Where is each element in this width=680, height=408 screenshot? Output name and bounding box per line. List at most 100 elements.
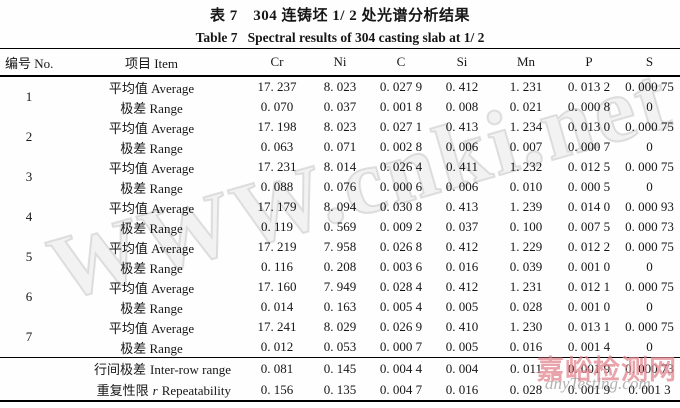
value-cell: 0. 012 2 [567, 239, 611, 254]
value-cell: 0. 001 9 [567, 360, 611, 376]
value-cell: 0. 026 9 [379, 319, 423, 334]
value-cell: 0. 007 [509, 139, 543, 154]
row-label-average: 平均值 Average [108, 200, 195, 216]
value-cell: 17. 237 [257, 79, 297, 94]
row-label-range: 极差 Range [120, 340, 183, 356]
table-row: 3 平均值 Average 17. 231 8. 014 0. 026 4 0. 411 1… [0, 157, 680, 184]
table-row: 极差 Range 0. 088 0. 076 0. 000 6 0. 006 0. 010… [0, 177, 680, 197]
value-cell: 0. 412 [445, 279, 479, 294]
row-label-range: 极差 Range [120, 140, 183, 156]
row-number: 3 [25, 169, 33, 184]
table-row: 6 平均值 Average 17. 160 7. 949 0. 028 4 0. 412 1… [0, 277, 680, 304]
table-body: 1 平均值 Average 17. 237 8. 023 0. 027 9 0. 412 1… [0, 76, 680, 358]
table-footer-row: 行间极差 Inter-row range 0. 081 0. 145 0. 004 4 0… [0, 358, 680, 380]
value-cell: 0. 026 8 [379, 239, 423, 254]
value-cell: 0. 413 [445, 199, 479, 214]
value-cell: 17. 231 [257, 159, 297, 174]
value-cell: 0. 004 7 [379, 381, 423, 397]
value-cell: 0. 016 [445, 259, 479, 274]
footer-row-label: 重复性限 r Repeatability [0, 379, 245, 401]
table-footer-row: 重复性限 r Repeatability 0. 156 0. 135 0. 004 7 0.… [0, 379, 680, 401]
value-cell: 0 [646, 179, 653, 194]
table-row: 极差 Range 0. 014 0. 163 0. 005 4 0. 005 0. 028… [0, 297, 680, 317]
row-label-average: 平均值 Average [108, 120, 195, 136]
value-cell: 0. 010 [509, 179, 543, 194]
value-cell: 0. 410 [445, 319, 479, 334]
table-row: 极差 Range 0. 012 0. 053 0. 000 7 0. 005 0. 016… [0, 337, 680, 358]
table-title-zh: 表 7 304 连铸坯 1/ 2 处光谱分析结果 [210, 8, 470, 24]
value-cell: 0. 016 [509, 339, 543, 354]
value-cell: 0. 001 3 [628, 381, 671, 397]
value-cell: 0. 012 1 [567, 279, 611, 294]
value-cell: 0. 000 8 [567, 99, 611, 114]
col-header-item: 项目 Item [124, 55, 179, 71]
value-cell: 0. 039 [509, 259, 543, 274]
value-cell: 0. 081 [260, 360, 294, 376]
value-cell: 0 [646, 139, 653, 154]
value-cell: 1. 234 [509, 119, 543, 134]
col-header-no: 编号 No. [5, 55, 54, 71]
row-number: 5 [25, 249, 33, 264]
table-row: 极差 Range 0. 063 0. 071 0. 002 8 0. 006 0. 007… [0, 137, 680, 157]
value-cell: 0. 000 73 [625, 219, 674, 234]
value-cell: 0. 013 2 [567, 79, 611, 94]
value-cell: 0. 071 [323, 139, 357, 154]
spectral-results-table: 编号 No. 项目 Item Cr Ni C Si Mn P S 1 平均值 Av… [0, 48, 680, 402]
value-cell: 0. 156 [260, 381, 294, 397]
row-label-range: 极差 Range [120, 300, 183, 316]
value-cell: 0 [646, 339, 653, 354]
value-cell: 0. 000 7 [567, 139, 611, 154]
value-cell: 0. 100 [509, 219, 543, 234]
value-cell: 0. 030 8 [379, 199, 423, 214]
row-label-average: 平均值 Average [108, 320, 195, 336]
value-cell: 0. 027 9 [379, 79, 423, 94]
row-label-range: 极差 Range [120, 180, 183, 196]
value-cell: 0. 119 [260, 219, 294, 234]
table-row: 7 平均值 Average 17. 241 8. 029 0. 026 9 0. 410 1… [0, 317, 680, 344]
value-cell: 0. 028 [509, 381, 543, 397]
table-header: 编号 No. 项目 Item Cr Ni C Si Mn P S [0, 49, 680, 76]
value-cell: 0. 016 [445, 381, 479, 397]
value-cell: 0. 412 [445, 79, 479, 94]
value-cell: 0. 412 [445, 239, 479, 254]
value-cell: 0. 000 75 [625, 319, 674, 334]
value-cell: 0. 076 [323, 179, 357, 194]
value-cell: 0. 000 75 [625, 159, 674, 174]
value-cell: 0. 000 7 [379, 339, 423, 354]
footer-row-label: 行间极差 Inter-row range [0, 358, 245, 380]
row-number: 6 [25, 289, 33, 304]
footer-label-en: Repeatability [161, 383, 231, 398]
value-cell: 0. 000 6 [379, 179, 423, 194]
footer-label-zh: 重复性限 [96, 383, 149, 398]
value-cell: 0. 070 [260, 99, 294, 114]
table-row: 1 平均值 Average 17. 237 8. 023 0. 027 9 0. 412 1… [0, 76, 680, 104]
value-cell: 17. 160 [257, 279, 297, 294]
col-header-mn: Mn [516, 54, 536, 69]
value-cell: 0. 411 [445, 159, 479, 174]
value-cell: 0. 001 9 [567, 381, 611, 397]
value-cell: 0. 021 [509, 99, 543, 114]
value-cell: 0. 088 [260, 179, 294, 194]
value-cell: 0. 004 [445, 360, 479, 376]
value-cell: 17. 241 [257, 319, 297, 334]
footer-label-en: Inter-row range [150, 362, 231, 377]
col-header-p: P [585, 54, 593, 69]
value-cell: 17. 198 [257, 119, 297, 134]
value-cell: 0. 000 93 [625, 199, 674, 214]
value-cell: 8. 023 [323, 79, 357, 94]
value-cell: 0. 163 [323, 299, 357, 314]
row-number: 2 [25, 129, 33, 144]
value-cell: 8. 094 [323, 199, 357, 214]
value-cell: 1. 230 [509, 319, 543, 334]
row-label-average: 平均值 Average [108, 80, 195, 96]
value-cell: 0. 028 [509, 299, 543, 314]
value-cell: 0. 037 [445, 219, 479, 234]
table-row: 2 平均值 Average 17. 198 8. 023 0. 027 1 0. 413 1… [0, 117, 680, 144]
value-cell: 1. 231 [509, 279, 543, 294]
value-cell: 0. 007 5 [567, 219, 611, 234]
value-cell: 17. 219 [257, 239, 297, 254]
value-cell: 0. 006 [445, 139, 479, 154]
value-cell: 0. 037 [323, 99, 357, 114]
value-cell: 0. 013 0 [567, 119, 611, 134]
value-cell: 0. 014 0 [567, 199, 611, 214]
